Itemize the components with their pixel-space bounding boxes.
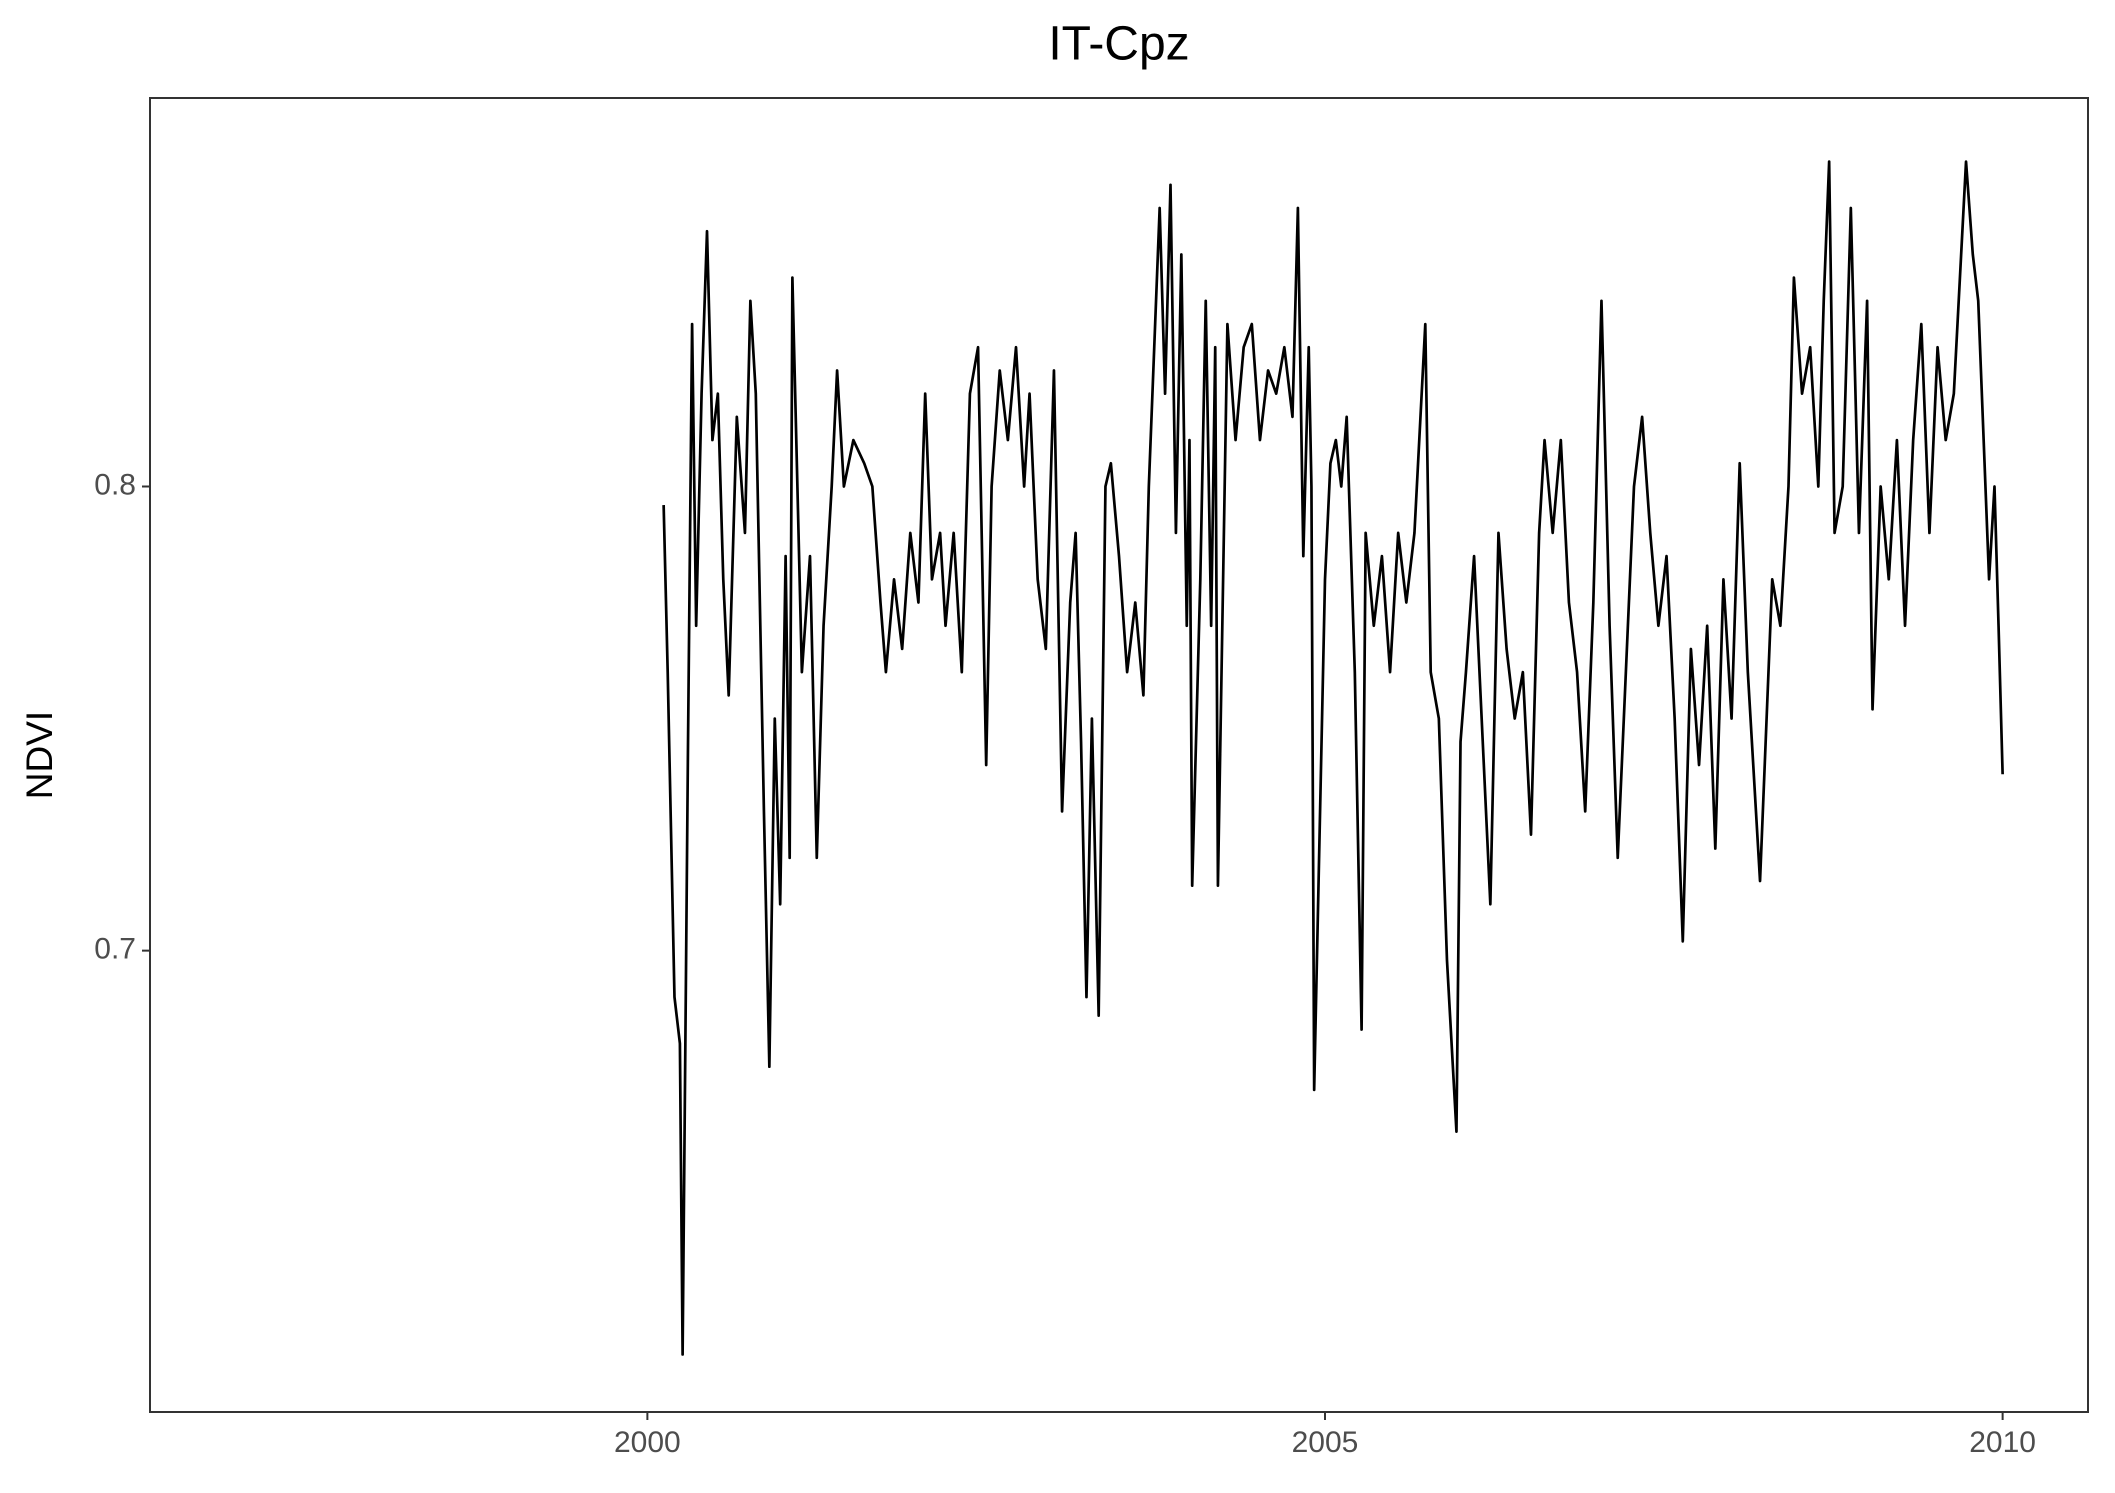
- y-axis-label: NDVI: [19, 711, 60, 799]
- x-tick-label: 2000: [614, 1426, 681, 1459]
- y-tick-label: 0.8: [94, 468, 136, 501]
- chart-title: IT-Cpz: [1048, 18, 1189, 71]
- x-tick-label: 2005: [1292, 1426, 1359, 1459]
- plot-frame: [149, 97, 2089, 1413]
- y-tick-label: 0.7: [94, 933, 136, 966]
- ndvi-line: [662, 160, 2004, 1356]
- x-tick-label: 2010: [1969, 1426, 2036, 1459]
